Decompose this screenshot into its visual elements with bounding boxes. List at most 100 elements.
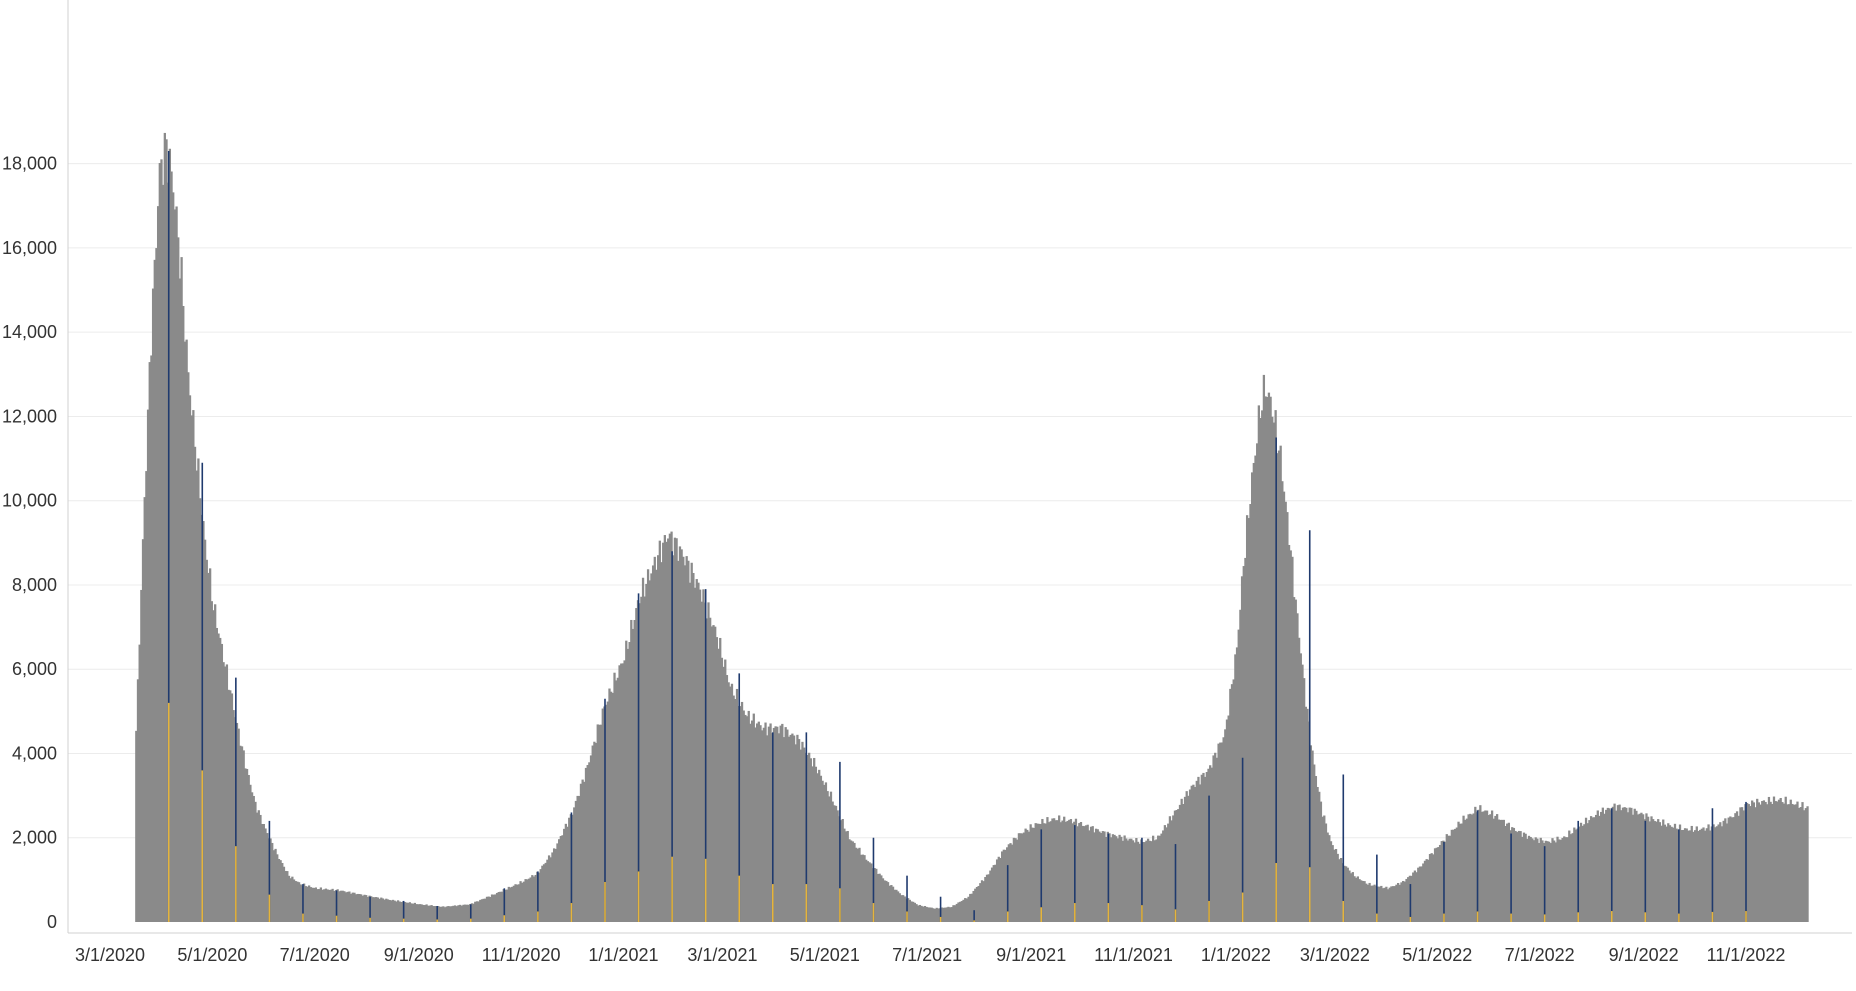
bar bbox=[1299, 653, 1302, 922]
bar bbox=[1581, 825, 1584, 922]
bar bbox=[940, 907, 943, 922]
bar bbox=[1084, 825, 1088, 922]
bar bbox=[1403, 881, 1406, 922]
bar bbox=[408, 902, 411, 922]
bar bbox=[1353, 876, 1356, 922]
bar bbox=[730, 683, 734, 922]
bar bbox=[990, 867, 994, 922]
bar bbox=[215, 627, 218, 922]
bar bbox=[779, 725, 782, 922]
bar bbox=[995, 859, 999, 922]
bar bbox=[1323, 815, 1326, 922]
bar bbox=[625, 640, 628, 922]
bar bbox=[425, 904, 428, 922]
x-tick-label: 3/1/2022 bbox=[1300, 945, 1370, 965]
bar bbox=[1732, 817, 1735, 922]
bar bbox=[492, 894, 495, 922]
bar bbox=[138, 644, 141, 922]
x-tick-label: 3/1/2021 bbox=[687, 945, 757, 965]
bar bbox=[1115, 836, 1118, 922]
bar bbox=[381, 898, 385, 922]
bar bbox=[1435, 847, 1438, 922]
bar bbox=[1051, 818, 1054, 922]
y-tick-label: 14,000 bbox=[2, 322, 57, 342]
bar bbox=[477, 901, 480, 922]
bar bbox=[816, 773, 819, 922]
y-tick-label: 0 bbox=[47, 912, 57, 932]
bar bbox=[1297, 637, 1301, 922]
gold-markers bbox=[167, 702, 1747, 922]
x-tick-label: 3/1/2020 bbox=[75, 945, 145, 965]
bar bbox=[306, 886, 309, 922]
bar bbox=[613, 672, 616, 922]
bar bbox=[1472, 813, 1475, 922]
bar bbox=[505, 889, 509, 922]
bar bbox=[717, 648, 720, 922]
bar bbox=[1786, 804, 1789, 922]
bar bbox=[1485, 810, 1489, 922]
bar bbox=[1432, 854, 1435, 922]
bar bbox=[860, 854, 863, 922]
bar bbox=[745, 716, 749, 922]
bar bbox=[844, 831, 848, 922]
bar bbox=[1653, 821, 1656, 922]
bar bbox=[1467, 814, 1470, 922]
bar bbox=[229, 690, 232, 922]
bar bbox=[1131, 840, 1135, 922]
bar bbox=[974, 888, 977, 922]
bar bbox=[1537, 842, 1541, 922]
bar bbox=[1551, 838, 1554, 922]
bar bbox=[193, 446, 197, 922]
bar bbox=[225, 664, 229, 922]
bar bbox=[447, 906, 450, 922]
bar bbox=[1197, 776, 1200, 922]
bar bbox=[1584, 817, 1588, 922]
bar bbox=[1170, 820, 1173, 922]
bar bbox=[937, 908, 940, 922]
bar bbox=[1350, 873, 1353, 922]
bar bbox=[1683, 828, 1687, 922]
bar bbox=[1334, 849, 1338, 922]
bar bbox=[1487, 815, 1490, 922]
bar bbox=[264, 828, 267, 922]
bar bbox=[1625, 807, 1628, 922]
bar bbox=[777, 733, 781, 922]
bar bbox=[1638, 813, 1641, 922]
bar bbox=[915, 904, 918, 922]
bar bbox=[641, 577, 645, 922]
bar bbox=[1499, 819, 1502, 922]
bar bbox=[1447, 835, 1450, 922]
bar bbox=[1306, 708, 1309, 922]
bar bbox=[1356, 876, 1359, 922]
bar bbox=[1240, 576, 1244, 922]
bar bbox=[885, 880, 888, 922]
bar bbox=[660, 562, 663, 922]
bar bbox=[370, 896, 373, 922]
bar bbox=[448, 906, 452, 922]
bar bbox=[870, 863, 873, 922]
bar bbox=[212, 610, 215, 922]
bar bbox=[1707, 824, 1710, 922]
bar bbox=[1787, 804, 1791, 922]
bar bbox=[197, 458, 200, 922]
bar bbox=[1215, 757, 1219, 922]
bar bbox=[1165, 827, 1168, 922]
bar bbox=[1673, 823, 1677, 922]
bar bbox=[1704, 830, 1707, 922]
bar bbox=[1224, 729, 1227, 922]
bar bbox=[890, 885, 893, 922]
bar bbox=[1242, 566, 1245, 922]
bar bbox=[1032, 827, 1036, 922]
bar bbox=[1454, 828, 1457, 922]
bar bbox=[1329, 841, 1333, 922]
bar bbox=[1494, 815, 1497, 922]
bar bbox=[1798, 807, 1801, 922]
bar bbox=[1041, 818, 1044, 922]
bar bbox=[1193, 786, 1197, 922]
bar bbox=[967, 896, 970, 922]
bar bbox=[855, 847, 858, 922]
bar bbox=[198, 498, 202, 922]
bars bbox=[135, 132, 1809, 923]
bar bbox=[566, 826, 569, 922]
